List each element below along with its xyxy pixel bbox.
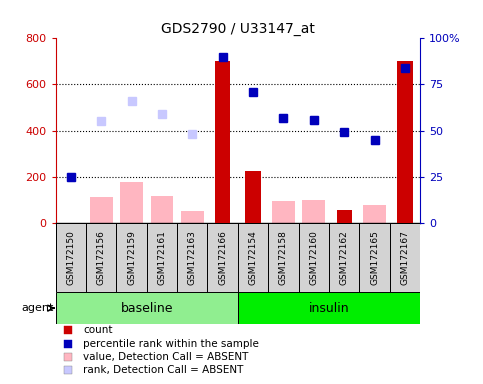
Text: rank, Detection Call = ABSENT: rank, Detection Call = ABSENT (83, 365, 243, 375)
Bar (56, 223, 86, 292)
Bar (147, 223, 177, 292)
Text: insulin: insulin (309, 302, 349, 314)
Text: GSM172162: GSM172162 (340, 230, 349, 285)
Bar (181, 211, 204, 223)
Text: GSM172159: GSM172159 (127, 230, 136, 285)
Text: percentile rank within the sample: percentile rank within the sample (83, 339, 259, 349)
Bar (298, 223, 329, 292)
Bar (359, 223, 390, 292)
Text: GSM172150: GSM172150 (66, 230, 75, 285)
Text: GSM172158: GSM172158 (279, 230, 288, 285)
Text: GSM172166: GSM172166 (218, 230, 227, 285)
Bar (208, 223, 238, 292)
Text: count: count (83, 325, 113, 336)
Bar (120, 182, 143, 223)
Bar (268, 223, 298, 292)
Bar (151, 196, 173, 223)
Text: GSM172161: GSM172161 (157, 230, 167, 285)
Bar (337, 210, 352, 223)
Text: GSM172160: GSM172160 (309, 230, 318, 285)
Bar (302, 200, 325, 223)
Text: GSM172167: GSM172167 (400, 230, 410, 285)
Bar (238, 292, 420, 324)
Title: GDS2790 / U33147_at: GDS2790 / U33147_at (161, 22, 315, 36)
Bar (245, 171, 261, 223)
Bar (90, 197, 113, 223)
Bar (272, 201, 295, 223)
Bar (363, 205, 386, 223)
Text: GSM172165: GSM172165 (370, 230, 379, 285)
Text: agent: agent (22, 303, 54, 313)
Bar (177, 223, 208, 292)
Bar (215, 61, 230, 223)
Bar (398, 61, 412, 223)
Bar (390, 223, 420, 292)
Text: value, Detection Call = ABSENT: value, Detection Call = ABSENT (83, 352, 248, 362)
Text: GSM172156: GSM172156 (97, 230, 106, 285)
Text: GSM172154: GSM172154 (249, 230, 257, 285)
Bar (329, 223, 359, 292)
Bar (238, 223, 268, 292)
Text: baseline: baseline (120, 302, 173, 314)
Text: GSM172163: GSM172163 (188, 230, 197, 285)
Bar (86, 223, 116, 292)
Bar (56, 292, 238, 324)
Bar (116, 223, 147, 292)
